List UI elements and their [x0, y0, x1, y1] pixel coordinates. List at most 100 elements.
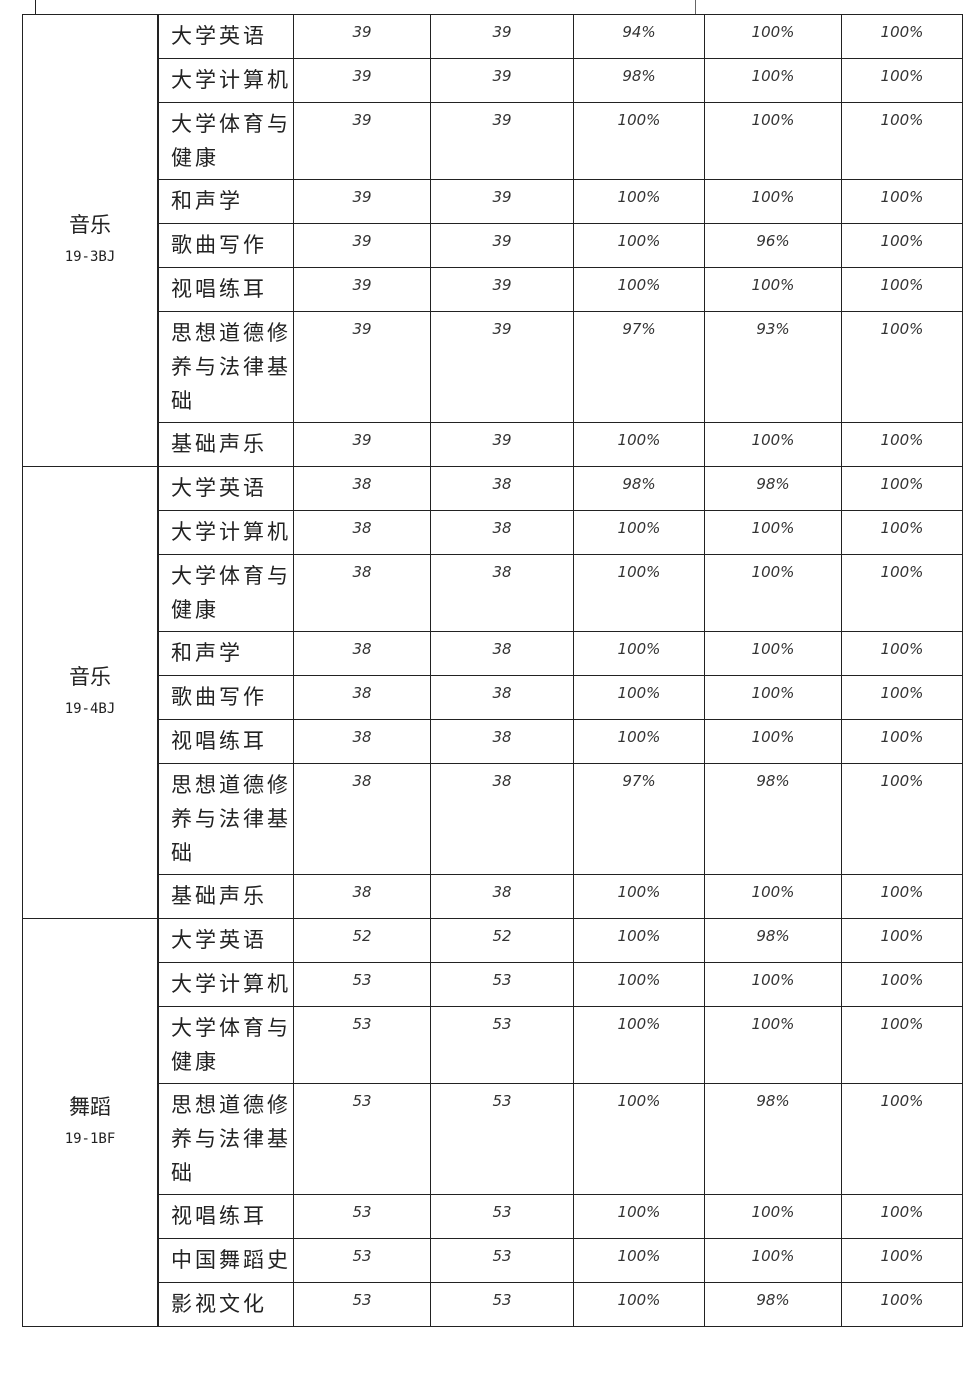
table-row: 大学计算机 39 39 98% 100% 100% [23, 58, 963, 103]
value-cell: 100% [704, 554, 842, 632]
table-row: 基础声乐 39 39 100% 100% 100% [23, 422, 963, 467]
value-cell: 100% [704, 14, 842, 59]
value-cell: 100% [573, 918, 705, 963]
value-cell: 100% [573, 1083, 705, 1195]
group-cell: 音乐 19-4BJ [22, 466, 159, 919]
course-cell: 基础声乐 [157, 874, 294, 919]
value-cell: 100% [573, 267, 705, 312]
table-row: 中国舞蹈史 53 53 100% 100% 100% [23, 1238, 963, 1283]
course-cell: 大学计算机 [157, 58, 294, 103]
value-cell: 98% [573, 466, 705, 511]
value-cell: 100% [841, 14, 963, 59]
value-cell: 100% [704, 1006, 842, 1084]
class-code: 19-1BF [64, 1130, 116, 1147]
table-row: 大学体育与健康 39 39 100% 100% 100% [23, 102, 963, 180]
value-cell: 100% [704, 719, 842, 764]
course-cell: 大学英语 [157, 14, 294, 59]
value-cell: 100% [841, 1194, 963, 1239]
value-cell: 100% [704, 267, 842, 312]
value-cell: 100% [841, 763, 963, 875]
value-cell: 38 [430, 466, 574, 511]
value-cell: 100% [573, 1238, 705, 1283]
value-cell: 100% [841, 874, 963, 919]
major: 音乐 [69, 664, 111, 689]
value-cell: 38 [430, 874, 574, 919]
value-cell: 38 [293, 719, 431, 764]
table-row: 思想道德修养与法律基础 38 38 97% 98% 100% [23, 763, 963, 875]
table-wrap: 音乐 19-3BJ 大学英语 39 39 94% 100% 100% 大学计算机 39 39 98% 1… [22, 14, 963, 1327]
value-cell: 100% [573, 719, 705, 764]
value-cell: 38 [430, 763, 574, 875]
value-cell: 38 [430, 631, 574, 676]
class-code: 19-3BJ [64, 248, 116, 265]
value-cell: 53 [293, 1194, 431, 1239]
value-cell: 100% [573, 1194, 705, 1239]
value-cell: 39 [430, 223, 574, 268]
group-cell: 舞蹈 19-1BF [22, 918, 159, 1327]
value-cell: 100% [573, 554, 705, 632]
value-cell: 96% [704, 223, 842, 268]
value-cell: 98% [704, 918, 842, 963]
value-cell: 100% [704, 1194, 842, 1239]
course-cell: 中国舞蹈史 [157, 1238, 294, 1283]
table-row: 视唱练耳 38 38 100% 100% 100% [23, 719, 963, 764]
table-row: 歌曲写作 38 38 100% 100% 100% [23, 675, 963, 720]
course-cell: 大学体育与健康 [157, 554, 294, 632]
value-cell: 39 [430, 102, 574, 180]
table-row: 基础声乐 38 38 100% 100% 100% [23, 874, 963, 919]
value-cell: 100% [841, 554, 963, 632]
value-cell: 100% [841, 466, 963, 511]
value-cell: 53 [430, 1194, 574, 1239]
value-cell: 100% [841, 510, 963, 555]
value-cell: 100% [841, 1238, 963, 1283]
value-cell: 100% [841, 962, 963, 1007]
value-cell: 94% [573, 14, 705, 59]
value-cell: 100% [841, 918, 963, 963]
border [695, 0, 696, 14]
course-cell: 和声学 [157, 179, 294, 224]
score-table: 音乐 19-3BJ 大学英语 39 39 94% 100% 100% 大学计算机 39 39 98% 1… [22, 14, 963, 1327]
major: 舞蹈 [69, 1094, 111, 1119]
value-cell: 98% [704, 466, 842, 511]
value-cell: 39 [430, 267, 574, 312]
table-row: 大学体育与健康 53 53 100% 100% 100% [23, 1006, 963, 1084]
course-cell: 歌曲写作 [157, 223, 294, 268]
value-cell: 39 [293, 422, 431, 467]
value-cell: 93% [704, 311, 842, 423]
value-cell: 53 [430, 1083, 574, 1195]
value-cell: 100% [841, 223, 963, 268]
value-cell: 98% [704, 1083, 842, 1195]
table-row: 舞蹈 19-1BF 大学英语 52 52 100% 98% 100% [22, 918, 963, 1327]
value-cell: 100% [573, 102, 705, 180]
value-cell: 100% [573, 1006, 705, 1084]
value-cell: 100% [704, 874, 842, 919]
table-row: 影视文化 53 53 100% 98% 100% [23, 1282, 963, 1327]
table-row: 音乐 19-3BJ 大学英语 39 39 94% 100% 100% [22, 14, 963, 467]
value-cell: 98% [704, 1282, 842, 1327]
course-cell: 大学体育与健康 [157, 1006, 294, 1084]
course-cell: 大学英语 [157, 918, 294, 963]
course-cell: 和声学 [157, 631, 294, 676]
value-cell: 100% [704, 631, 842, 676]
course-cell: 大学英语 [157, 466, 294, 511]
value-cell: 100% [704, 510, 842, 555]
value-cell: 98% [704, 763, 842, 875]
course-cell: 基础声乐 [157, 422, 294, 467]
class-code: 19-4BJ [64, 700, 116, 717]
value-cell: 53 [430, 1006, 574, 1084]
value-cell: 100% [841, 675, 963, 720]
value-cell: 97% [573, 311, 705, 423]
value-cell: 100% [573, 1282, 705, 1327]
value-cell: 39 [430, 311, 574, 423]
course-cell: 思想道德修养与法律基础 [157, 311, 294, 423]
value-cell: 39 [293, 223, 431, 268]
value-cell: 38 [293, 554, 431, 632]
value-cell: 100% [573, 675, 705, 720]
major: 音乐 [69, 212, 111, 237]
value-cell: 53 [293, 1083, 431, 1195]
value-cell: 38 [430, 510, 574, 555]
value-cell: 100% [573, 510, 705, 555]
value-cell: 100% [841, 267, 963, 312]
value-cell: 39 [293, 14, 431, 59]
